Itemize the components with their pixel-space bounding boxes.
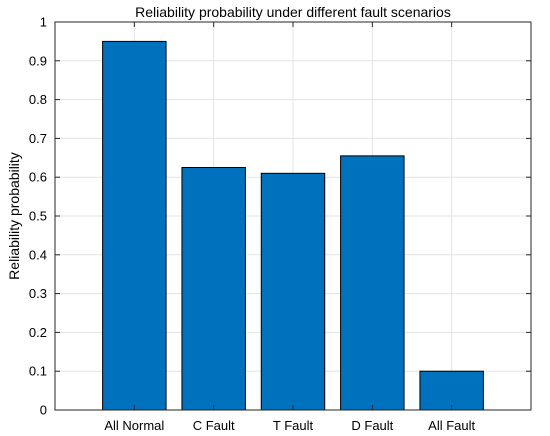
y-tick-label: 0.2 [29,325,47,340]
y-tick-label: 0.7 [29,131,47,146]
y-tick-label: 0.8 [29,92,47,107]
tick-layer: 0 0.1 0.2 0.3 0.4 0.5 0.6 0.7 0.8 0.9 1 All Normal C… [29,15,531,433]
bar-layer [102,40,484,411]
chart-title: Reliability probability under different … [135,4,451,20]
y-tick-label: 0.1 [29,364,47,379]
y-tick-label: 0.5 [29,209,47,224]
y-tick-label: 0.4 [29,247,47,262]
y-tick-label: 0.3 [29,286,47,301]
bar-c-fault [181,167,246,411]
x-tick-label: All Normal [104,418,164,433]
y-tick-label: 1 [40,15,47,30]
y-tick-label: 0.6 [29,170,47,185]
x-tick-label: C Fault [193,418,235,433]
x-tick-label: D Fault [351,418,393,433]
bar-all-fault [419,370,484,411]
y-tick-label: 0.9 [29,53,47,68]
bar-d-fault [340,155,405,411]
y-tick-label: 0 [40,403,47,418]
x-tick-label: T Fault [273,418,314,433]
y-axis-label: Reliability probability [6,152,22,280]
bar-all-normal [102,40,167,411]
x-tick-label: All Fault [428,418,475,433]
bar-t-fault [260,172,326,411]
